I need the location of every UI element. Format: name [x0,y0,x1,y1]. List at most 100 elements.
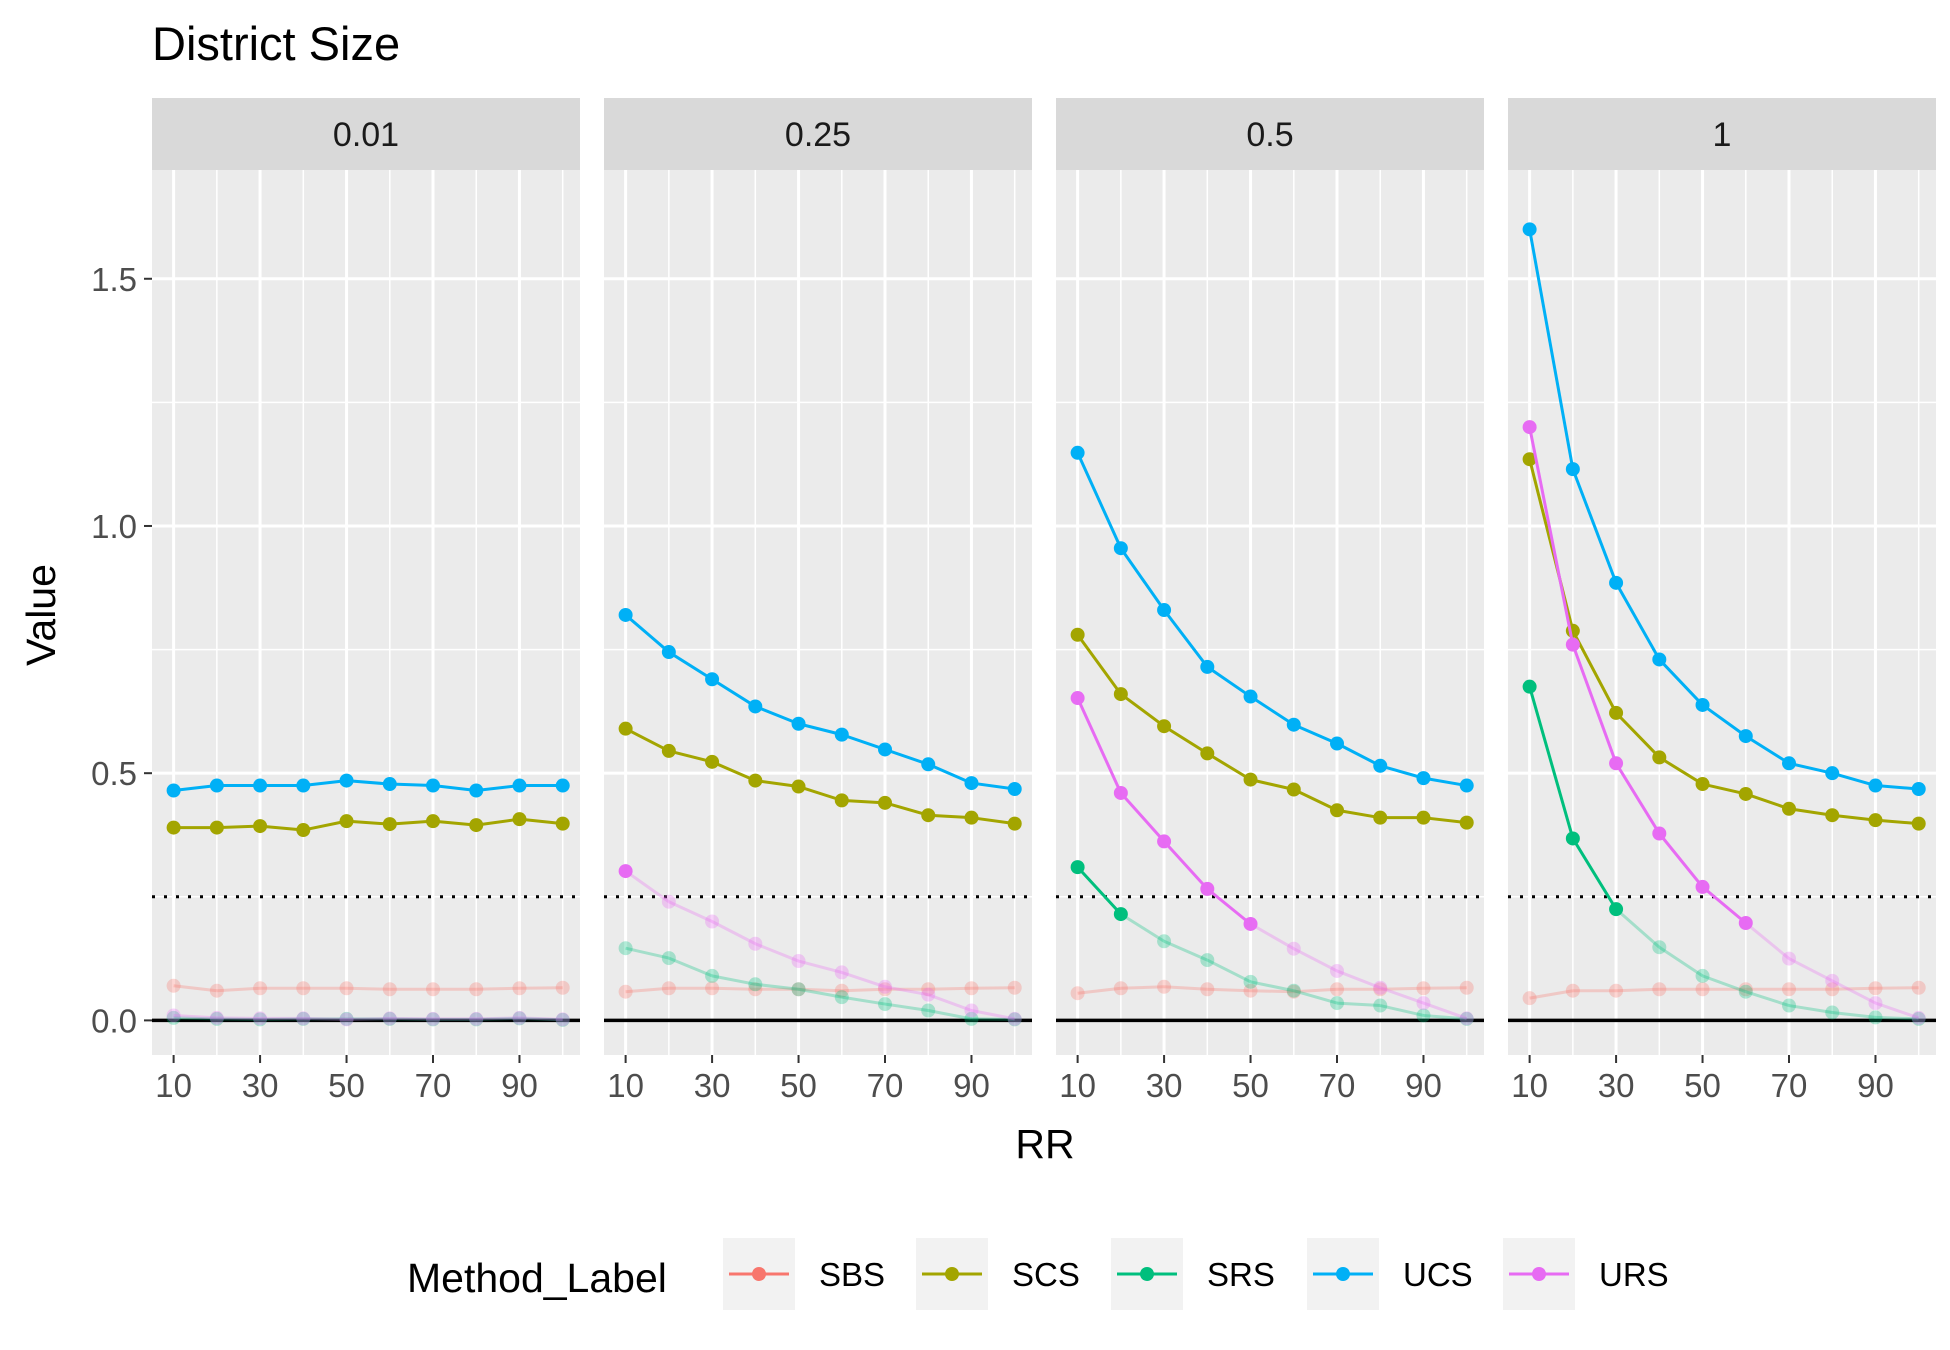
series-line-segment [1615,908,1661,949]
legend-label: SBS [819,1256,885,1293]
x-tick-label: 30 [242,1067,279,1104]
series-line-segment [1571,644,1618,764]
series-SBS [166,978,570,998]
series-line-segment [1076,697,1123,794]
data-point [1007,782,1022,797]
series-line-segment [755,982,799,991]
data-point [1738,984,1753,999]
series-line-segment [1658,756,1704,786]
data-point [964,1011,979,1026]
x-tick-label: 30 [1146,1067,1183,1104]
data-point [469,1011,484,1026]
facet-strip-label: 0.25 [785,116,851,154]
series-line-segment [1162,609,1209,668]
legend: Method_Label SBS SCS SRS UCS URS [407,1238,1669,1310]
legend-key-point [752,1267,766,1281]
legend-label: URS [1599,1256,1669,1293]
data-point [1157,934,1172,949]
y-tick-label: 1.0 [91,508,137,545]
data-point [1652,826,1667,841]
data-point [921,808,936,823]
series-line-segment [1120,985,1165,990]
data-point [1286,983,1301,998]
x-tick-label: 50 [328,1067,365,1104]
data-point [1695,968,1710,983]
data-point [1373,810,1388,825]
series-line-segment [1336,742,1381,768]
data-point [1695,879,1710,894]
series-line-segment [1874,1001,1920,1020]
facet-panel-0.25: 0.25 10 30 50 70 90 [604,98,1032,1104]
data-point [1565,831,1580,846]
data-point [1565,637,1580,652]
data-point [426,814,441,829]
series-line-segment [1336,969,1381,990]
data-point [1459,778,1474,793]
data-point [1373,758,1388,773]
data-point [1609,705,1624,720]
data-point [1825,982,1840,997]
data-point [1911,782,1926,797]
series-line-segment [928,986,972,991]
data-point [661,951,676,966]
x-tick-label: 70 [1319,1067,1356,1104]
data-point [1200,659,1215,674]
data-point [748,699,763,714]
y-tick-label: 1.5 [91,261,137,298]
data-point [834,983,849,998]
series-line-segment [1293,989,1338,1005]
data-point [748,982,763,997]
panel-background [1056,170,1484,1055]
data-point [296,778,311,793]
series-line-segment [1293,723,1338,745]
series-line-segment [519,817,563,826]
series-line-segment [668,749,713,764]
series-line-segment [712,986,756,991]
data-point [1286,984,1301,999]
data-point [166,783,181,798]
series-line-segment [755,779,799,789]
data-point [1157,719,1172,734]
data-point [1459,815,1474,830]
data-point [1868,1010,1883,1025]
x-tick-label: 70 [867,1067,904,1104]
data-point [661,645,676,660]
series-line-segment [971,781,1015,791]
panel-background [1508,170,1936,1055]
data-point [921,1003,936,1018]
series-line-segment [1875,784,1919,791]
series-line-segment [1528,229,1575,470]
series-line-segment [798,959,843,974]
data-point [1070,986,1085,1001]
series-line-segment [519,1016,563,1022]
data-point [1522,420,1537,435]
series-line-segment [1614,762,1661,835]
x-tick-label: 70 [415,1067,452,1104]
series-line-segment [1336,808,1381,820]
data-point [339,814,354,829]
facet-strip [152,98,580,170]
data-point [1007,980,1022,995]
series-line-segment [884,1002,929,1012]
series-line-segment [476,1016,520,1021]
data-point [1459,1011,1474,1026]
y-axis-title: Value [18,564,64,666]
facet-strip [1056,98,1484,170]
data-point [878,979,893,994]
data-point [1825,766,1840,781]
series-line-segment [841,971,886,989]
data-point [1416,771,1431,786]
series-line-segment [476,817,520,827]
data-point [555,1012,570,1027]
data-point [1868,981,1883,996]
data-point [1609,756,1624,771]
data-point [1330,803,1345,818]
series-line-segment [1076,633,1123,695]
data-point [878,742,893,757]
facet-panel-0.5: 0.5 10 30 50 70 90 [1056,98,1484,1104]
series-line-segment [1875,1015,1919,1021]
data-point [339,1012,354,1027]
data-point [1522,991,1537,1006]
data-point [166,978,181,993]
data-point [1782,801,1797,816]
